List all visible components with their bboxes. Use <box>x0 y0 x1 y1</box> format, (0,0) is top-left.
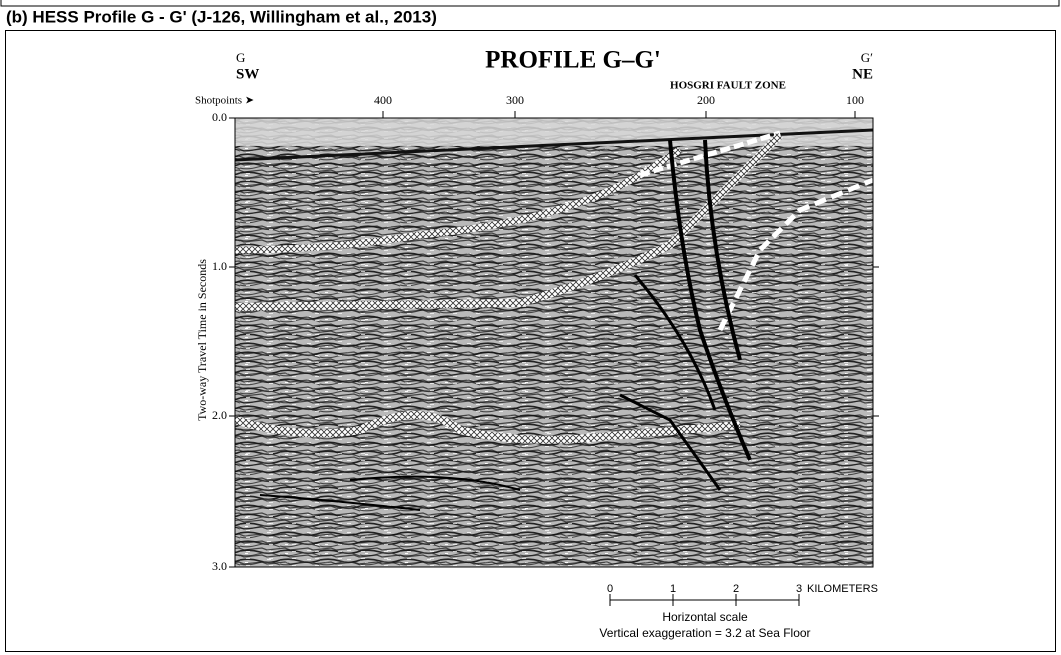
y-tick-label: 2.0 <box>212 408 227 422</box>
shotpoints-label: Shotpoints ➤ <box>195 95 254 107</box>
shotpoint-label: 300 <box>506 93 524 107</box>
y-axis-label: Two-way Travel Time in Seconds <box>195 259 209 421</box>
page: (b) HESS Profile G - G' (J-126, Willingh… <box>0 0 1061 655</box>
vertical-exaggeration: Vertical exaggeration = 3.2 at Sea Floor <box>599 626 810 640</box>
shotpoint-ticks <box>383 111 855 118</box>
y-tick-label: 1.0 <box>212 259 227 273</box>
scale-title: Horizontal scale <box>662 610 748 624</box>
shotpoint-label: 100 <box>846 93 864 107</box>
direction-label: NE <box>852 66 873 82</box>
end-label: G′ <box>861 50 873 65</box>
scale-tick-label: 1 <box>670 583 676 595</box>
caption: (b) HESS Profile G - G' (J-126, Willingh… <box>6 7 437 26</box>
end-label: G <box>236 50 245 65</box>
scale-tick-label: 2 <box>733 583 739 595</box>
scale-unit: KILOMETERS <box>807 583 878 595</box>
previous-frame <box>1 0 1059 6</box>
y-tick-label: 0.0 <box>212 110 227 124</box>
figure-canvas: (b) HESS Profile G - G' (J-126, Willingh… <box>0 0 1061 655</box>
y-tick-label: 3.0 <box>212 559 227 573</box>
seismic-section <box>235 118 873 567</box>
direction-label: SW <box>236 66 259 82</box>
scale-tick-label: 3 <box>796 583 802 595</box>
fault-zone-label: HOSGRI FAULT ZONE <box>670 80 786 92</box>
figure-title: PROFILE G–G' <box>485 47 661 74</box>
scale-bar <box>610 594 799 606</box>
shotpoint-label: 200 <box>697 93 715 107</box>
shotpoint-label: 400 <box>374 93 392 107</box>
scale-tick-label: 0 <box>607 583 613 595</box>
